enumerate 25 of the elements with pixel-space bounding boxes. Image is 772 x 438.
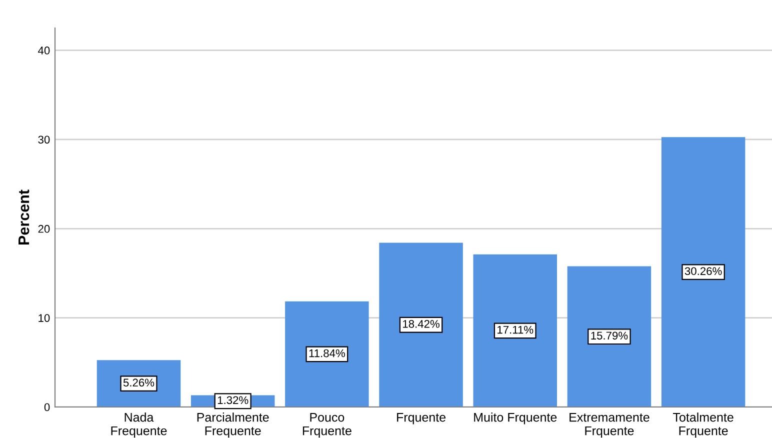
x-tick-label: Parcialmente Frequente xyxy=(197,412,269,438)
data-label: 15.79% xyxy=(591,332,628,340)
x-tick-label: Pouco Frquente xyxy=(302,413,352,438)
x-tick-label: Nada Frequente xyxy=(111,412,167,438)
y-axis-title: Percent xyxy=(18,190,30,244)
y-tick-label: 40 xyxy=(38,46,50,54)
data-label: 1.32% xyxy=(218,396,248,404)
bar xyxy=(661,137,746,407)
data-label: 11.84% xyxy=(309,349,345,358)
data-label: 30.26% xyxy=(684,267,722,276)
y-tick-label: 20 xyxy=(38,224,50,233)
x-tick-label: Extremamente Frquente xyxy=(570,413,650,438)
x-tick-label: Frquente xyxy=(397,413,446,424)
y-tick-label: 0 xyxy=(44,403,50,412)
bar xyxy=(567,266,652,407)
x-tick-label: Muito Frquente xyxy=(474,412,557,424)
bar xyxy=(285,301,369,407)
y-tick-label: 10 xyxy=(38,314,50,322)
bar xyxy=(379,242,463,407)
x-tick-label: Totalmente Frquente xyxy=(673,412,734,438)
data-label: 17.11% xyxy=(498,326,534,334)
data-label: 18.42% xyxy=(403,320,440,328)
bar xyxy=(473,254,557,407)
y-tick-label: 30 xyxy=(38,136,50,144)
data-label: 5.26% xyxy=(123,378,154,387)
